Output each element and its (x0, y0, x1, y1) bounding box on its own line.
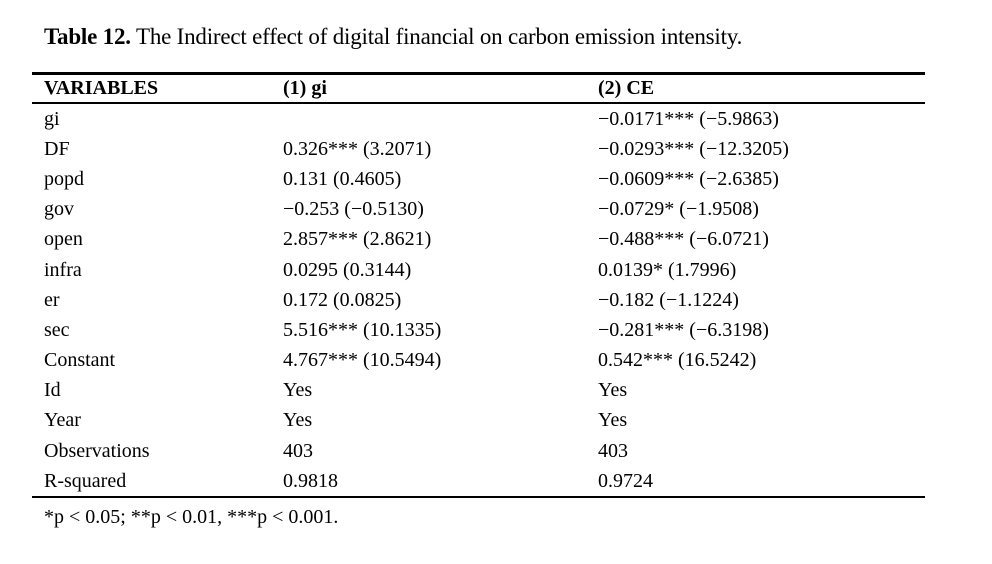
cell-variable: gi (44, 107, 60, 130)
cell-model-1-gi: −0.253 (−0.5130) (283, 198, 424, 221)
cell-variable: er (44, 288, 60, 311)
cell-model-2-ce: −0.0293*** (−12.3205) (598, 137, 789, 160)
table-row: Id Yes Yes (32, 376, 925, 406)
table-header: VARIABLES (1) gi (2) CE (32, 73, 925, 104)
cell-model-1-gi: 2.857*** (2.8621) (283, 228, 432, 251)
col-header-model-1-gi: (1) gi (271, 73, 586, 104)
cell-model-2-ce: 0.0139* (1.7996) (598, 258, 737, 281)
col-header-model-2-ce: (2) CE (586, 73, 925, 104)
table-row: Constant 4.767*** (10.5494) 0.542*** (16.5… (32, 346, 925, 376)
cell-variable: Observations (44, 439, 150, 462)
cell-variable: Constant (44, 349, 116, 372)
cell-model-1-gi: 5.516*** (10.1335) (283, 318, 442, 341)
cell-model-2-ce: −0.0729* (−1.9508) (598, 198, 759, 221)
cell-model-2-ce: −0.182 (−1.1224) (598, 288, 739, 311)
cell-model-2-ce: 0.9724 (586, 466, 925, 499)
cell-variable: sec (44, 318, 70, 341)
cell-model-1-gi (271, 103, 586, 134)
cell-variable: infra (44, 258, 82, 281)
regression-results-table: VARIABLES (1) gi (2) CE gi −0.0171*** (−5… (32, 72, 925, 499)
table-row: gi −0.0171*** (−5.9863) (32, 103, 925, 134)
cell-model-2-ce: −0.0171*** (−5.9863) (598, 107, 779, 130)
cell-model-2-ce: Yes (598, 409, 628, 432)
table-row: popd 0.131 (0.4605) −0.0609*** (−2.6385) (32, 164, 925, 194)
cell-variable: open (44, 228, 83, 251)
table-body: gi −0.0171*** (−5.9863) DF 0.326*** (3.2071… (32, 103, 925, 499)
cell-variable: R-squared (32, 466, 271, 499)
cell-model-1-gi: 0.9818 (271, 466, 586, 499)
cell-variable: gov (44, 198, 74, 221)
cell-model-1-gi: 403 (283, 439, 313, 462)
table-row: R-squared 0.9818 0.9724 (32, 466, 925, 499)
cell-model-2-ce: 403 (598, 439, 628, 462)
cell-variable: DF (44, 137, 70, 160)
cell-model-2-ce: Yes (598, 379, 628, 402)
cell-model-2-ce: −0.488*** (−6.0721) (598, 228, 769, 251)
cell-model-2-ce: 0.542*** (16.5242) (598, 349, 757, 372)
table-row: gov −0.253 (−0.5130) −0.0729* (−1.9508) (32, 195, 925, 225)
table-caption-number: Table 12. (44, 24, 131, 49)
cell-model-1-gi: 4.767*** (10.5494) (283, 349, 442, 372)
cell-model-1-gi: Yes (283, 409, 313, 432)
cell-model-1-gi: 0.172 (0.0825) (283, 288, 402, 311)
table-header-row: VARIABLES (1) gi (2) CE (32, 73, 925, 104)
significance-footnote: *p < 0.05; **p < 0.01, ***p < 0.001. (44, 506, 339, 529)
cell-model-1-gi: 0.131 (0.4605) (283, 167, 402, 190)
table-row: sec 5.516*** (10.1335) −0.281*** (−6.3198) (32, 315, 925, 345)
table-row: DF 0.326*** (3.2071) −0.0293*** (−12.3205) (32, 134, 925, 164)
document-page: Table 12. The Indirect effect of digital… (32, 22, 992, 529)
col-header-variables: VARIABLES (32, 73, 271, 104)
table-row: infra 0.0295 (0.3144) 0.0139* (1.7996) (32, 255, 925, 285)
cell-model-2-ce: −0.281*** (−6.3198) (598, 318, 769, 341)
cell-variable: Id (44, 379, 61, 402)
cell-variable: Year (44, 409, 81, 432)
table-caption: Table 12. The Indirect effect of digital… (44, 22, 992, 52)
table-row: Observations 403 403 (32, 436, 925, 466)
table-row: open 2.857*** (2.8621) −0.488*** (−6.0721) (32, 225, 925, 255)
cell-model-2-ce: −0.0609*** (−2.6385) (598, 167, 779, 190)
cell-model-1-gi: Yes (283, 379, 313, 402)
table-caption-text: The Indirect effect of digital financial… (135, 24, 743, 49)
table-row: Year Yes Yes (32, 406, 925, 436)
cell-variable: popd (44, 167, 84, 190)
cell-model-1-gi: 0.0295 (0.3144) (283, 258, 412, 281)
cell-model-1-gi: 0.326*** (3.2071) (283, 137, 432, 160)
table-row: er 0.172 (0.0825) −0.182 (−1.1224) (32, 285, 925, 315)
